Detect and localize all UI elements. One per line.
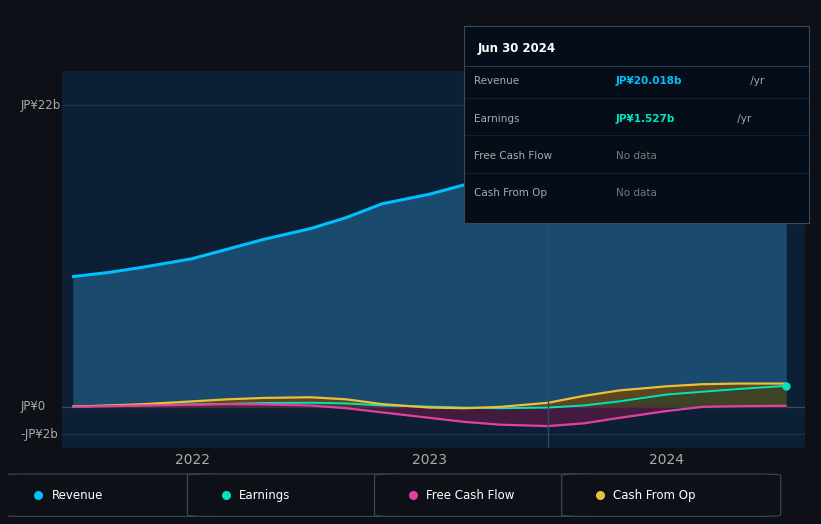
Text: Jun 30 2024: Jun 30 2024 (478, 42, 556, 55)
Text: JP¥22b: JP¥22b (21, 99, 61, 112)
Text: Revenue: Revenue (52, 489, 103, 501)
Text: Past: Past (777, 81, 802, 94)
Text: JP¥1.527b: JP¥1.527b (616, 114, 675, 124)
Text: /yr: /yr (746, 77, 764, 86)
Text: No data: No data (616, 188, 657, 198)
Text: Cash From Op: Cash From Op (613, 489, 696, 501)
Text: Earnings: Earnings (239, 489, 291, 501)
Text: Free Cash Flow: Free Cash Flow (475, 151, 553, 161)
Text: No data: No data (616, 151, 657, 161)
Text: Revenue: Revenue (475, 77, 520, 86)
Text: JP¥20.018b: JP¥20.018b (616, 77, 682, 86)
FancyBboxPatch shape (0, 474, 219, 517)
FancyBboxPatch shape (187, 474, 406, 517)
FancyBboxPatch shape (374, 474, 594, 517)
Text: Free Cash Flow: Free Cash Flow (426, 489, 515, 501)
Text: Cash From Op: Cash From Op (475, 188, 548, 198)
FancyBboxPatch shape (562, 474, 781, 517)
Text: JP¥0: JP¥0 (21, 400, 46, 413)
Text: /yr: /yr (733, 114, 750, 124)
Text: -JP¥2b: -JP¥2b (21, 428, 58, 441)
Text: Earnings: Earnings (475, 114, 520, 124)
